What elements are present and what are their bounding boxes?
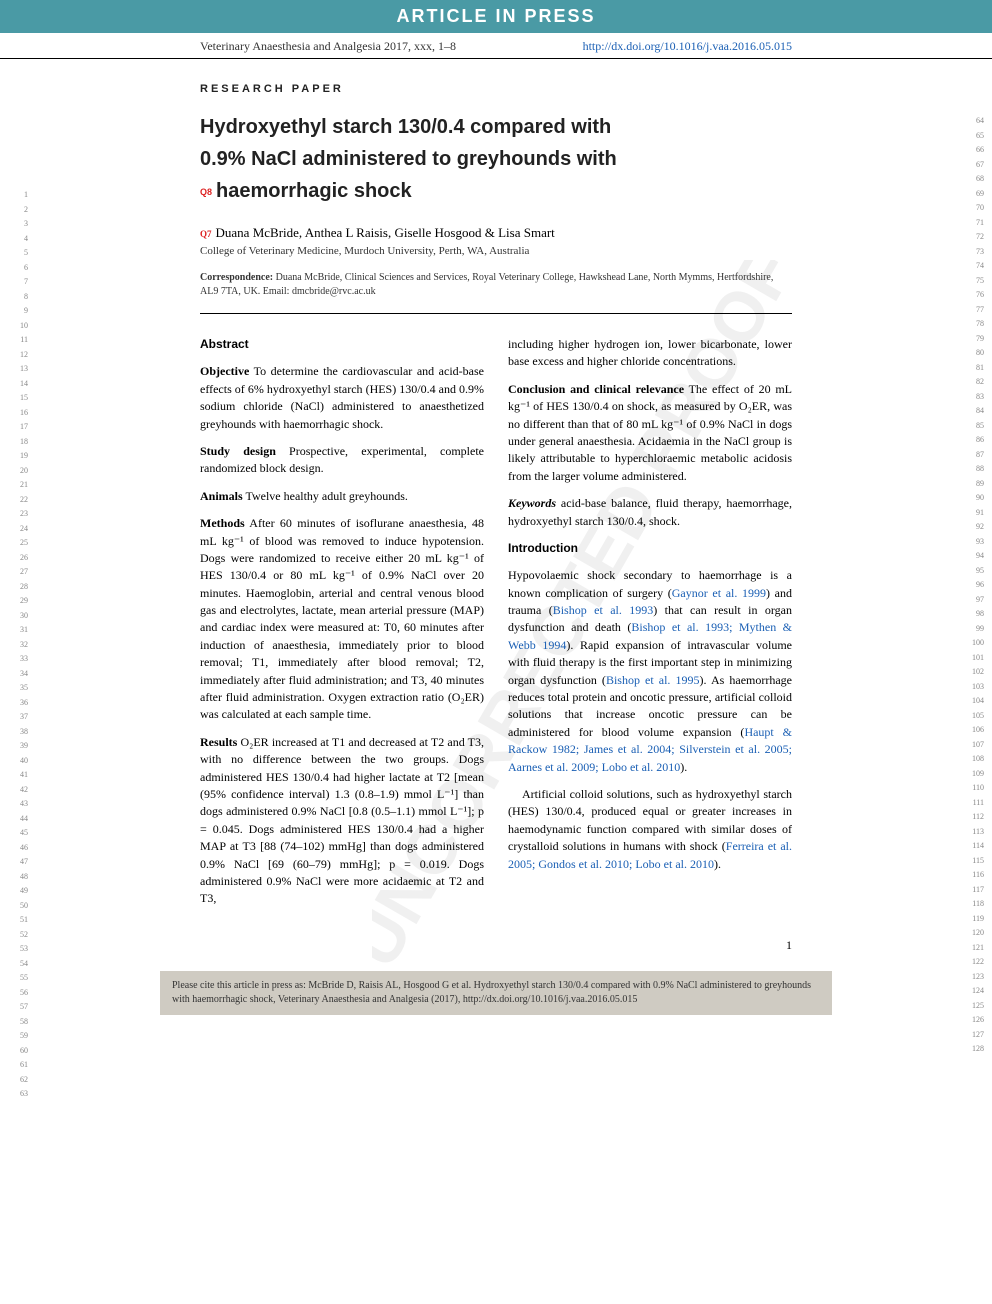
citation-bishop-1995[interactable]: Bishop et al. 1995 [606,673,700,687]
author-names: Duana McBride, Anthea L Raisis, Giselle … [216,225,555,240]
article-title: Hydroxyethyl starch 130/0.4 compared wit… [200,111,792,207]
correspondence-label: Correspondence: [200,272,273,283]
right-column: including higher hydrogen ion, lower bic… [508,336,792,918]
correspondence-text: Duana McBride, Clinical Sciences and Ser… [200,272,773,297]
query-marker-q8[interactable]: Q8 [200,187,216,197]
running-header: Veterinary Anaesthesia and Analgesia 201… [0,33,992,59]
abstract-heading: Abstract [200,336,484,353]
two-column-body: Abstract Objective To determine the card… [200,336,792,918]
left-column: Abstract Objective To determine the card… [200,336,484,918]
title-line-1: Hydroxyethyl starch 130/0.4 compared wit… [200,116,611,138]
title-line-3: haemorrhagic shock [216,180,412,202]
abstract-objective: Objective To determine the cardiovascula… [200,363,484,433]
design-head: Study design [200,444,276,458]
title-line-2: 0.9% NaCl administered to greyhounds wit… [200,148,617,170]
abstract-results: Results O₂ER increased at T1 and decreas… [200,734,484,908]
content-area: RESEARCH PAPER Hydroxyethyl starch 130/0… [0,59,992,938]
citation-footer: Please cite this article in press as: Mc… [160,971,832,1015]
conclusion-head: Conclusion and clinical relevance [508,382,684,396]
query-marker-q7[interactable]: Q7 [200,229,216,239]
intro-p2-b: ). [714,857,721,871]
citation-bishop-1993[interactable]: Bishop et al. 1993 [553,603,654,617]
keywords: Keywords acid-base balance, fluid therap… [508,495,792,530]
conclusion-body: The effect of 20 mL kg⁻¹ of HES 130/0.4 … [508,382,792,483]
abstract-results-continued: including higher hydrogen ion, lower bic… [508,336,792,371]
citation-gaynor[interactable]: Gaynor et al. 1999 [672,586,766,600]
journal-citation: Veterinary Anaesthesia and Analgesia 201… [200,39,456,54]
page: ARTICLE IN PRESS Veterinary Anaesthesia … [0,0,992,1015]
animals-body: Twelve healthy adult greyhounds. [243,489,408,503]
methods-body: After 60 minutes of isoflurane anaesthes… [200,516,484,721]
abstract-animals: Animals Twelve healthy adult greyhounds. [200,488,484,505]
correspondence-block: Correspondence: Duana McBride, Clinical … [200,271,792,314]
results-body: O₂ER increased at T1 and decreased at T2… [200,735,484,906]
objective-head: Objective [200,364,249,378]
intro-paragraph-1: Hypovolaemic shock secondary to haemorrh… [508,567,792,776]
abstract-methods: Methods After 60 minutes of isoflurane a… [200,515,484,724]
doi-link[interactable]: http://dx.doi.org/10.1016/j.vaa.2016.05.… [583,39,792,54]
page-number: 1 [0,938,992,959]
intro-paragraph-2: Artificial colloid solutions, such as hy… [508,786,792,873]
abstract-design: Study design Prospective, experimental, … [200,443,484,478]
article-in-press-banner: ARTICLE IN PRESS [0,0,992,33]
intro-p1-f: ). [680,760,687,774]
results-head: Results [200,735,237,749]
animals-head: Animals [200,489,243,503]
keywords-label: Keywords [508,496,556,510]
paper-type-label: RESEARCH PAPER [200,83,792,95]
author-list: Q7Duana McBride, Anthea L Raisis, Gisell… [200,225,792,241]
methods-head: Methods [200,516,245,530]
affiliation: College of Veterinary Medicine, Murdoch … [200,245,792,257]
introduction-heading: Introduction [508,540,792,557]
abstract-conclusion: Conclusion and clinical relevance The ef… [508,381,792,485]
